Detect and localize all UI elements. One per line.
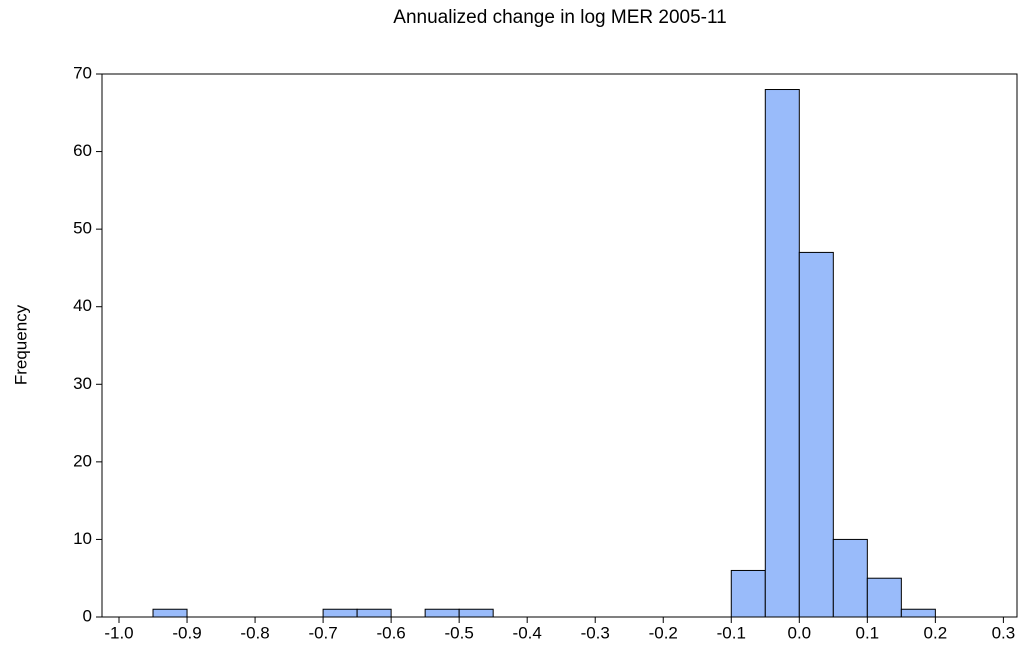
y-tick-label: 20	[73, 451, 92, 470]
x-tick-label: -0.4	[513, 623, 542, 642]
x-tick-label: -0.8	[240, 623, 269, 642]
x-tick-label: -0.9	[172, 623, 201, 642]
y-tick-label: 70	[73, 63, 92, 82]
y-tick-label: 60	[73, 141, 92, 160]
x-tick-label: 0.1	[856, 623, 880, 642]
bar	[866, 577, 902, 618]
bar	[798, 251, 834, 618]
bar	[152, 608, 188, 618]
y-tick-label: 30	[73, 374, 92, 393]
y-tick-label: 0	[83, 606, 92, 625]
y-tick-label: 10	[73, 529, 92, 548]
y-tick-label: 40	[73, 296, 92, 315]
x-tick-label: -0.1	[717, 623, 746, 642]
x-tick-label: -0.7	[308, 623, 337, 642]
bar	[764, 89, 800, 618]
x-tick-label: -1.0	[104, 623, 133, 642]
x-tick-label: -0.3	[581, 623, 610, 642]
bar	[322, 608, 358, 618]
x-tick-label: -0.5	[445, 623, 474, 642]
x-tick-label: -0.2	[649, 623, 678, 642]
bar	[832, 538, 868, 618]
plot-frame	[101, 73, 1018, 618]
bar	[900, 608, 936, 618]
x-tick-label: 0.3	[992, 623, 1016, 642]
y-tick-label: 50	[73, 219, 92, 238]
x-tick-label: -0.6	[376, 623, 405, 642]
bar	[458, 608, 494, 618]
bar	[424, 608, 460, 618]
x-tick-label: 0.0	[787, 623, 811, 642]
bar	[730, 569, 766, 618]
y-axis-label: Frequency	[11, 304, 30, 385]
x-tick-label: 0.2	[924, 623, 948, 642]
bar	[356, 608, 392, 618]
chart-title: Annualized change in log MER 2005-11	[393, 7, 726, 28]
